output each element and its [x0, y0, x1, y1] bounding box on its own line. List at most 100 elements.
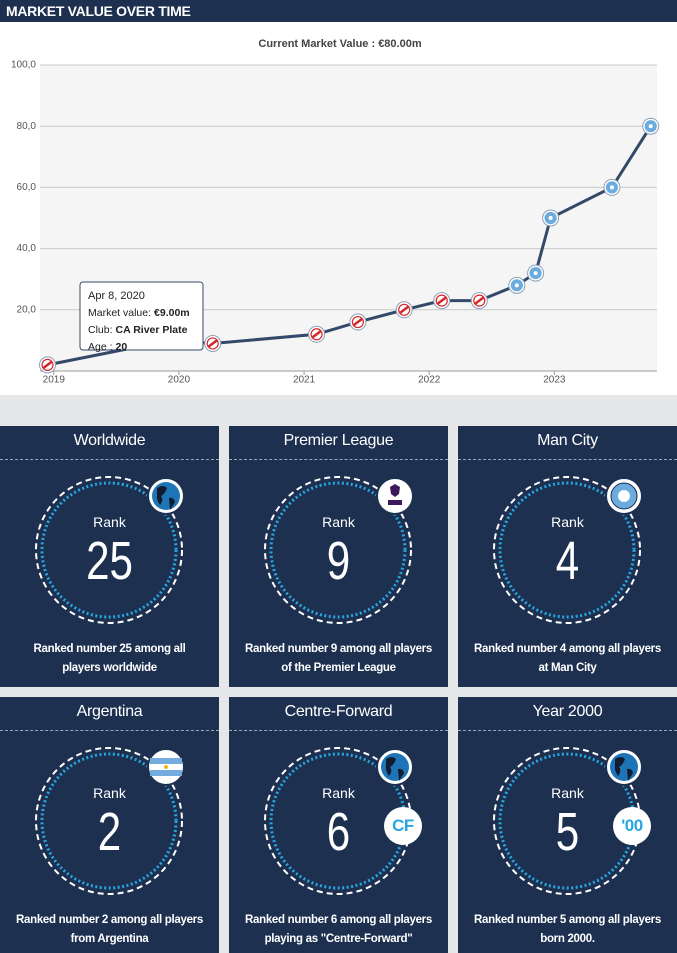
badge-text: CF: [384, 807, 422, 845]
marker-stripe: [436, 296, 447, 305]
chart-subtitle: Current Market Value : €80.00m: [258, 38, 421, 50]
marker-stripe: [353, 318, 363, 327]
description-part: born 2000: [540, 933, 592, 945]
rank-ring: [264, 476, 414, 624]
globe-land: [156, 486, 175, 510]
rank-number: 25: [86, 531, 133, 591]
rank-label: Rank: [93, 785, 126, 801]
club-marker: [433, 292, 451, 310]
marker-center: [514, 283, 519, 288]
rank-label: Rank: [322, 514, 355, 530]
club-marker: [470, 292, 488, 310]
club-marker: [39, 356, 57, 374]
rank-number: 5: [555, 802, 580, 862]
marker-stripe: [311, 330, 322, 339]
card-description: Ranked number 25 among all players world…: [16, 640, 203, 678]
tooltip-label: Club:: [88, 324, 113, 336]
card-description: Ranked number 5 among all players born 2…: [474, 911, 661, 949]
league-word: [388, 500, 402, 505]
globe: [381, 753, 409, 781]
description-part: Ranked number 5 among all players: [474, 914, 661, 926]
card-title: Year 2000: [532, 703, 603, 720]
inner-ring: [40, 752, 178, 890]
club-marker: [603, 178, 621, 196]
rank-ring: [493, 476, 643, 624]
section-header: MARKET VALUE OVER TIME: [0, 0, 677, 22]
inner-ring: [269, 481, 407, 619]
card-title: Man City: [537, 432, 598, 449]
rank-number: 4: [555, 531, 580, 591]
card-description: Ranked number 4 among all players at Man…: [474, 640, 661, 678]
rank-card: Year 2000 '00 Rank 5 Ranked number 5 among a…: [458, 697, 677, 953]
outer-ring: [493, 476, 641, 624]
description-part: Ranked number 4 among all players at Man…: [474, 643, 661, 674]
tooltip-box: [79, 281, 204, 351]
outer-ring: [264, 476, 412, 624]
marker-stripe: [207, 339, 218, 348]
rank-label: Rank: [93, 514, 126, 530]
rank-card: Worldwide Rank 25 Ranked number 25 among al…: [0, 426, 219, 687]
card-description: Ranked number 9 among all players of the…: [245, 640, 432, 678]
x-tick-label: 2019: [43, 375, 66, 386]
badge-text: '00: [613, 807, 651, 845]
description-part: Ranked number 25 among all players world…: [33, 643, 186, 674]
card-title: Worldwide: [73, 432, 146, 449]
flag-bottom: [150, 770, 182, 776]
tooltip-label: Market value:: [88, 307, 151, 319]
description-part: .: [591, 933, 595, 945]
y-tick-label: 20,0: [17, 304, 37, 315]
y-tick-label: 40,0: [17, 243, 37, 254]
club-marker: [542, 209, 560, 227]
chart: Current Market Value : €80.00m 20,0 40,0 6…: [0, 22, 677, 395]
tooltip-value: CA River Plate: [116, 324, 188, 336]
club-marker: [349, 313, 367, 331]
outer-ring: [35, 476, 183, 624]
description-part: Ranked number 6 among all players playin…: [245, 914, 432, 945]
club-marker: [308, 325, 326, 343]
tooltip-label: Age :: [88, 341, 113, 353]
marker-stripe: [474, 296, 485, 305]
rank-label: Rank: [551, 514, 584, 530]
club-marker: [395, 301, 413, 319]
club-marker: [508, 276, 526, 294]
description-part: Ranked number 2 among all players from A…: [16, 914, 203, 945]
marker-center: [648, 124, 653, 129]
tooltip-line: Club: CA River Plate: [88, 324, 188, 336]
y-tick-label: 100,0: [11, 60, 36, 71]
tooltip-line: Age :20: [88, 341, 127, 353]
x-tick-label: 2023: [543, 375, 566, 386]
marker-center: [533, 271, 538, 276]
tooltip-value: €9.00m: [154, 307, 190, 319]
marker-center: [609, 185, 614, 190]
card-description: Ranked number 2 among all players from A…: [16, 911, 203, 949]
league-logo: [390, 484, 400, 497]
globe-land: [385, 757, 404, 781]
y-tick-label: 60,0: [17, 182, 37, 193]
tooltip-date: Apr 8, 2020: [88, 290, 145, 302]
card-separator: [458, 459, 677, 460]
tooltip-line: Market value: €9.00m: [88, 307, 190, 319]
rank-card: Premier League Rank 9 Ranked number 9 among…: [229, 426, 448, 687]
rank-card: Argentina Rank 2 Ranked number 2 among all …: [0, 697, 219, 953]
description-part: Ranked number 9 among all players of the…: [245, 643, 432, 674]
card-separator: [229, 730, 448, 731]
flag-sun: [164, 765, 168, 769]
tooltip-value: 20: [116, 341, 128, 353]
club-marker: [642, 117, 660, 135]
globe: [610, 753, 638, 781]
x-tick-label: 2020: [168, 375, 191, 386]
rank-number: 6: [326, 802, 351, 862]
y-tick-label: 80,0: [17, 121, 37, 132]
rank-number: 9: [326, 531, 351, 591]
rank-card: Man City Rank 4 Ranked number 4 among all p…: [458, 426, 677, 687]
rank-ring: [35, 747, 185, 895]
marker-stripe: [399, 305, 409, 314]
club-marker: [527, 264, 545, 282]
flag-top: [150, 758, 182, 764]
club-marker: [204, 334, 222, 352]
rank-label: Rank: [322, 785, 355, 801]
rank-number: 2: [97, 802, 122, 862]
x-tick-label: 2021: [293, 375, 316, 386]
card-separator: [0, 459, 219, 460]
